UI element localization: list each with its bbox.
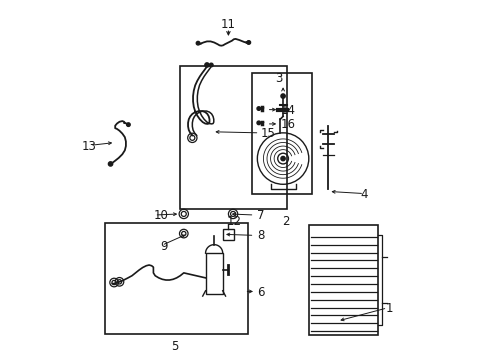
Text: 4: 4 <box>360 188 367 201</box>
Text: 16: 16 <box>280 118 295 131</box>
Circle shape <box>257 121 260 125</box>
Text: 11: 11 <box>221 18 235 31</box>
Text: 13: 13 <box>81 140 96 153</box>
Circle shape <box>209 63 213 67</box>
Circle shape <box>126 123 130 126</box>
Text: 8: 8 <box>257 229 264 242</box>
Circle shape <box>281 157 285 161</box>
Bar <box>223 229 233 240</box>
Text: 1: 1 <box>385 302 392 315</box>
Text: 3: 3 <box>274 72 282 85</box>
Circle shape <box>257 107 260 111</box>
Text: 6: 6 <box>257 286 264 299</box>
Text: 14: 14 <box>280 104 295 117</box>
Circle shape <box>108 162 112 166</box>
Text: 15: 15 <box>260 127 275 140</box>
Circle shape <box>246 41 250 44</box>
Bar <box>180 66 287 208</box>
Text: 7: 7 <box>257 209 264 222</box>
Bar <box>105 223 247 334</box>
Text: 12: 12 <box>226 215 241 228</box>
Circle shape <box>204 63 209 67</box>
Text: 10: 10 <box>153 209 168 222</box>
Circle shape <box>281 94 285 98</box>
Circle shape <box>196 41 200 45</box>
Bar <box>251 73 312 194</box>
Text: 2: 2 <box>281 215 289 228</box>
Text: 5: 5 <box>171 339 178 352</box>
Bar <box>308 225 378 336</box>
Text: 9: 9 <box>160 240 168 253</box>
Bar <box>205 253 222 294</box>
